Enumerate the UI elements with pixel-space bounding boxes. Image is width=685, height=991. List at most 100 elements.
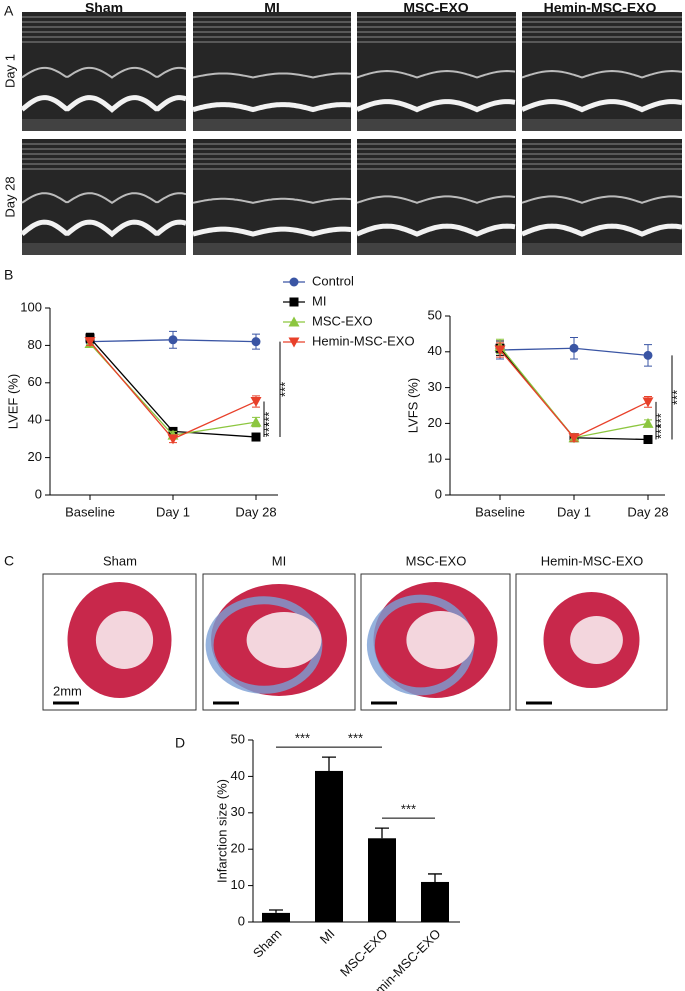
echo-floor [357,243,516,255]
y-tick-label: 40 [428,343,442,358]
echo-wall [192,72,352,79]
y-tick-label: 0 [435,486,442,501]
x-tick-label: Day 1 [557,504,591,519]
y-tick-label: 60 [28,374,42,389]
echo-wall [20,95,187,113]
echo-wall [192,102,352,113]
lumen [246,612,322,668]
echo-band [357,143,516,145]
echo-floor [357,119,516,131]
legend-label: MSC-EXO [312,313,373,328]
echo-band [22,21,186,23]
echo-wall [521,195,683,204]
series-line [499,349,649,439]
y-tick-label: 100 [20,299,42,314]
marker [251,337,261,347]
echo-wall [355,99,516,113]
echo-band [522,143,682,145]
echo-floor [193,243,351,255]
series-line [499,346,649,439]
marker [642,397,654,408]
echo-wall [356,195,516,204]
marker [642,417,654,428]
y-tick-label: 20 [428,415,442,430]
echo-wall [356,69,516,79]
echo-band [22,31,186,33]
echo-image [193,139,351,255]
echo-band [522,158,682,160]
panel-label: A [4,3,14,19]
echo-band [522,168,682,170]
echo-band [357,158,516,160]
error-bar [269,909,283,913]
column-header: MSC-EXO [406,553,467,568]
legend-label: MI [312,293,326,308]
error-bar [322,756,336,771]
y-tick-label: 30 [231,804,245,819]
echo-band [22,153,186,155]
marker [289,277,299,287]
marker [250,416,262,427]
marker [569,343,579,353]
echo-band [193,148,351,150]
y-tick-label: 30 [428,379,442,394]
significance-label: *** [669,390,684,405]
echo-band [522,21,682,23]
significance-label: *** [261,412,276,427]
series-line [89,337,257,438]
echo-band [22,163,186,165]
echo-wall [21,66,187,79]
echo-band [22,158,186,160]
echo-band [357,153,516,155]
series-line [499,347,649,441]
significance-label: *** [653,424,668,439]
significance-label: *** [348,731,363,746]
echo-wall [520,99,683,113]
x-tick-label: Baseline [475,504,525,519]
echo-band [193,143,351,145]
marker [167,434,179,445]
echo-band [522,163,682,165]
marker [250,397,262,407]
echo-band [357,16,516,18]
echo-band [193,36,351,38]
echo-wall [192,226,352,237]
panel-label: D [175,735,185,751]
echo-band [357,41,516,43]
echo-band [522,16,682,18]
x-tick-label: Day 1 [156,504,190,519]
panel-label: B [4,267,13,283]
error-bar [428,873,442,882]
echo-band [193,21,351,23]
echo-band [357,26,516,28]
legend-label: Control [312,273,354,288]
echo-band [22,26,186,28]
echo-wall [356,223,516,237]
echo-wall [192,197,352,204]
error-bar [375,827,389,839]
echo-band [357,168,516,170]
echo-band [357,36,516,38]
x-tick-label: Baseline [65,504,115,519]
y-tick-label: 10 [428,451,442,466]
echo-band [193,16,351,18]
echo-band [22,148,186,150]
echo-band [522,36,682,38]
echo-floor [22,119,186,131]
echo-floor [522,119,682,131]
echo-band [22,36,186,38]
echo-band [193,163,351,165]
echo-band [193,41,351,43]
marker [494,345,506,356]
significance-label: *** [653,413,668,428]
x-tick-label: Sham [250,926,285,961]
y-tick-label: 80 [28,337,42,352]
echo-band [522,26,682,28]
echo-wall [521,69,683,79]
echo-floor [22,243,186,255]
echo-band [357,163,516,165]
echo-band [22,16,186,18]
echo-band [357,21,516,23]
y-tick-label: 50 [231,731,245,746]
echo-band [193,158,351,160]
